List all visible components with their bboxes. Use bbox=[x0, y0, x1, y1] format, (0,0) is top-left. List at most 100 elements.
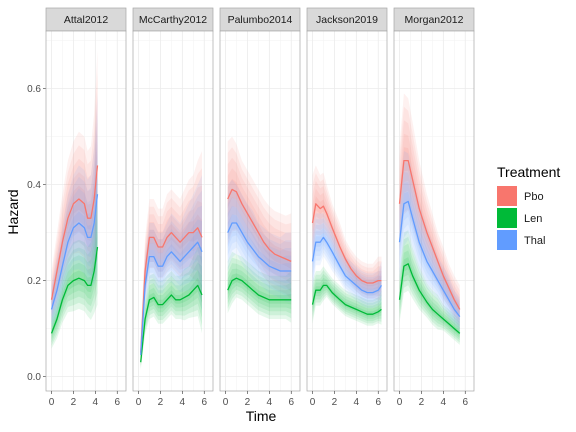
ribbon-Thal bbox=[312, 227, 382, 299]
ribbon-Len bbox=[227, 257, 292, 319]
legend-item-Thal: Thal bbox=[497, 230, 545, 250]
panel-background bbox=[133, 31, 213, 391]
ribbon-Pbo bbox=[312, 196, 382, 287]
x-tick-label: 6 bbox=[201, 397, 207, 408]
line-Thal bbox=[398, 200, 461, 317]
line-Thal bbox=[311, 236, 383, 294]
y-tick-label: 0.0 bbox=[27, 372, 41, 383]
ribbon-Pbo bbox=[140, 200, 202, 359]
ribbon-Len bbox=[227, 251, 292, 323]
legend-title: Treatment bbox=[497, 164, 560, 180]
legend-item-Len: Len bbox=[497, 208, 542, 228]
x-tick-label: 4 bbox=[267, 397, 273, 408]
panel-Jackson2019: Jackson2019 0 2 4 6 bbox=[306, 7, 388, 408]
ribbon-Thal bbox=[399, 182, 460, 323]
ribbon-Pbo bbox=[140, 185, 202, 362]
ribbon-Pbo bbox=[140, 151, 202, 368]
panel-background bbox=[307, 31, 387, 391]
line-Len bbox=[50, 246, 99, 334]
panel-Morgan2012: Morgan2012 0 2 4 6 bbox=[393, 7, 475, 408]
ribbon-Pbo bbox=[227, 136, 292, 300]
line-Thal bbox=[50, 194, 99, 310]
panel-Attal2012: Attal2012 0 2 4 6 bbox=[45, 7, 127, 408]
ribbon-Thal bbox=[51, 113, 98, 325]
ribbon-Len bbox=[399, 236, 460, 343]
x-tick-label: 2 bbox=[158, 397, 164, 408]
ribbon-Len bbox=[140, 254, 202, 369]
ribbon-Thal bbox=[51, 174, 98, 314]
strip-label: Jackson2019 bbox=[316, 14, 378, 26]
ribbon-Pbo bbox=[51, 119, 98, 309]
x-tick-label: 0 bbox=[310, 397, 316, 408]
x-tick-label: 0 bbox=[397, 397, 403, 408]
ribbon-Len bbox=[312, 277, 382, 319]
ribbon-Len bbox=[227, 268, 292, 309]
x-tick-label: 4 bbox=[93, 397, 99, 408]
ribbon-Pbo bbox=[51, 96, 98, 314]
ribbon-Len bbox=[51, 218, 98, 340]
ribbon-Thal bbox=[51, 153, 98, 318]
ribbon-Len bbox=[140, 270, 202, 366]
ribbon-Len bbox=[51, 189, 98, 346]
legend-key bbox=[497, 186, 517, 206]
y-tick-label: 0.6 bbox=[27, 84, 41, 95]
panel-background bbox=[220, 31, 300, 391]
line-Len bbox=[398, 263, 461, 334]
ribbon-Thal bbox=[140, 205, 202, 362]
ribbon-Len bbox=[140, 262, 202, 367]
line-Len bbox=[227, 277, 292, 301]
ribbon-Pbo bbox=[227, 157, 292, 285]
ribbon-Thal bbox=[399, 161, 460, 329]
strip-label: Attal2012 bbox=[64, 14, 109, 26]
ribbon-Len bbox=[140, 247, 202, 370]
ribbon-Len bbox=[399, 243, 460, 341]
line-Pbo bbox=[311, 203, 382, 284]
line-Pbo bbox=[50, 165, 99, 300]
strip-label: Morgan2012 bbox=[405, 14, 464, 26]
y-tick-label: 0.2 bbox=[27, 276, 41, 287]
ribbon-Pbo bbox=[140, 214, 202, 356]
ribbon-Thal bbox=[227, 197, 292, 290]
ribbon-Pbo bbox=[312, 173, 382, 296]
ribbon-Len bbox=[140, 277, 202, 364]
line-Thal bbox=[140, 241, 203, 356]
ribbon-Len bbox=[227, 273, 292, 305]
ribbon-Len bbox=[312, 266, 382, 326]
x-tick-label: 0 bbox=[223, 397, 229, 408]
ribbon-Len bbox=[399, 257, 460, 336]
x-axis-title: Time bbox=[246, 408, 277, 424]
x-tick-label: 0 bbox=[49, 397, 55, 408]
ribbon-Pbo bbox=[227, 147, 292, 293]
panel-background bbox=[394, 31, 474, 391]
x-tick-label: 6 bbox=[114, 397, 120, 408]
ribbon-Thal bbox=[140, 175, 202, 367]
line-Thal bbox=[227, 222, 292, 272]
line-Len bbox=[311, 284, 382, 315]
ribbon-Pbo bbox=[140, 168, 202, 365]
x-tick-label: 6 bbox=[375, 397, 381, 408]
panel-McCarthy2012: McCarthy2012 0 2 4 6 bbox=[132, 7, 214, 408]
panel-border bbox=[132, 30, 214, 392]
ribbon-Pbo bbox=[399, 93, 460, 329]
line-Len bbox=[140, 284, 203, 363]
ribbon-Thal bbox=[227, 205, 292, 284]
panel-border bbox=[306, 30, 388, 392]
x-tick-label: 6 bbox=[288, 397, 294, 408]
ribbon-Pbo bbox=[227, 178, 292, 270]
ribbon-Thal bbox=[227, 179, 292, 302]
panel-border bbox=[45, 30, 127, 392]
x-tick-label: 2 bbox=[245, 397, 251, 408]
ribbon-Len bbox=[312, 270, 382, 324]
ribbon-Pbo bbox=[399, 106, 460, 325]
line-Pbo bbox=[227, 188, 292, 262]
ribbon-Pbo bbox=[399, 133, 460, 318]
ribbon-Len bbox=[51, 175, 98, 349]
legend-key bbox=[497, 230, 517, 250]
legend-label: Thal bbox=[524, 235, 545, 247]
line-Pbo bbox=[140, 227, 203, 353]
ribbon-Pbo bbox=[312, 180, 382, 293]
ribbon-Len bbox=[51, 203, 98, 343]
panels: 0.0 0.2 0.4 0.6 Attal2012 0 2 4 6 McCarthy2012 0 2 4… bbox=[27, 7, 475, 408]
ribbon-Pbo bbox=[51, 73, 98, 319]
